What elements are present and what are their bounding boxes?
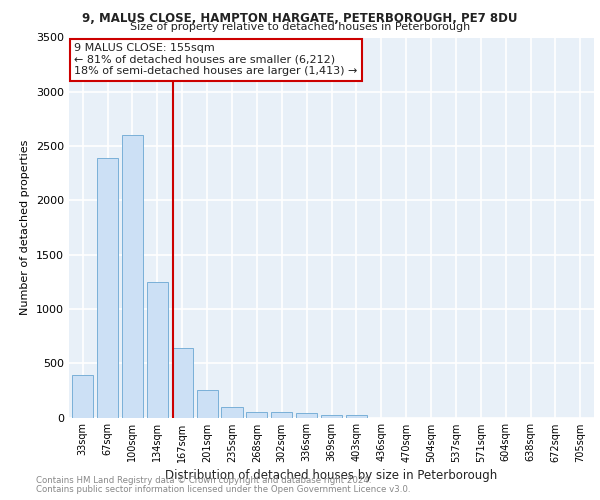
Text: Contains public sector information licensed under the Open Government Licence v3: Contains public sector information licen… (36, 485, 410, 494)
Text: Contains HM Land Registry data © Crown copyright and database right 2024.: Contains HM Land Registry data © Crown c… (36, 476, 371, 485)
Bar (72, 375, 93, 418)
Bar (172, 348, 193, 418)
Bar (321, 416, 342, 418)
Bar (271, 412, 292, 418)
Bar (147, 282, 168, 418)
Text: 9, MALUS CLOSE, HAMPTON HARGATE, PETERBOROUGH, PE7 8DU: 9, MALUS CLOSE, HAMPTON HARGATE, PETERBO… (82, 12, 518, 26)
Bar (221, 406, 242, 418)
Bar (122, 135, 143, 418)
X-axis label: Distribution of detached houses by size in Peterborough: Distribution of detached houses by size … (166, 468, 497, 481)
Bar (97, 158, 118, 417)
Text: Size of property relative to detached houses in Peterborough: Size of property relative to detached ho… (130, 22, 470, 32)
Bar (246, 412, 268, 418)
Text: 9 MALUS CLOSE: 155sqm
← 81% of detached houses are smaller (6,212)
18% of semi-d: 9 MALUS CLOSE: 155sqm ← 81% of detached … (74, 43, 358, 76)
Bar (296, 413, 317, 418)
Y-axis label: Number of detached properties: Number of detached properties (20, 140, 31, 315)
Bar (346, 416, 367, 418)
Bar (197, 390, 218, 417)
